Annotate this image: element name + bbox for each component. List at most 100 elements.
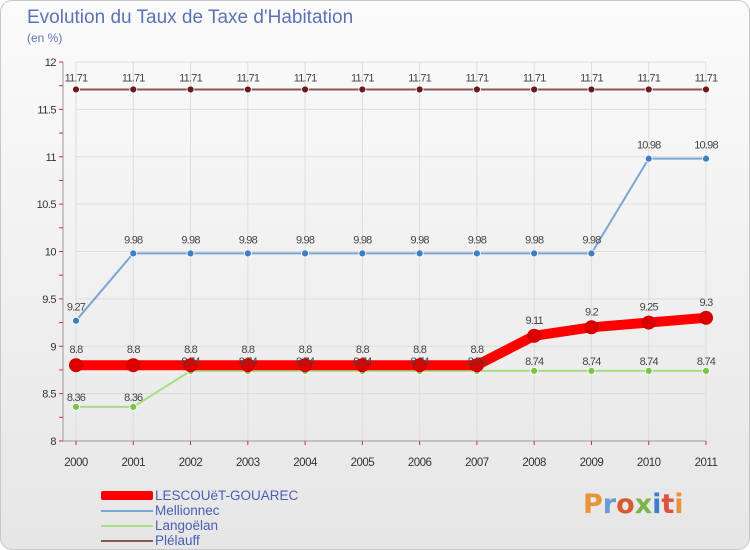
data-label: 11.71	[466, 72, 489, 84]
data-label: 9.98	[468, 234, 487, 246]
series-2	[72, 366, 710, 411]
y-tick-label: 8.5	[42, 389, 56, 401]
x-tick-label: 2004	[293, 457, 318, 469]
x-tick-label: 2002	[179, 457, 203, 469]
data-point	[641, 315, 656, 330]
x-tick-label: 2007	[465, 457, 489, 469]
data-label: 8.8	[127, 344, 141, 356]
data-label: 11.71	[695, 72, 718, 84]
legend-swatch	[101, 539, 153, 542]
data-point	[473, 85, 481, 94]
data-label: 11.71	[637, 72, 660, 84]
data-label: 8.74	[582, 356, 601, 368]
data-label: 9.98	[353, 234, 372, 246]
data-point	[129, 249, 138, 258]
data-point	[129, 85, 138, 94]
data-label: 9.98	[525, 234, 544, 246]
chart-subtitle: (en %)	[27, 31, 63, 45]
brand-letter: x	[634, 489, 653, 520]
data-label: 8.8	[470, 344, 484, 356]
data-label: 8.74	[296, 356, 315, 368]
data-label: 9.3	[700, 297, 714, 309]
data-label: 11.71	[65, 72, 88, 84]
data-label: 8.36	[124, 392, 143, 404]
legend-item: Plélauff	[101, 533, 298, 548]
legend-label: Langoëlan	[155, 518, 219, 533]
series-labels-2: 8.36 8.36 8.74 8.74 8.74 8.74 8.74 8.74 8.74 8.74…	[67, 356, 717, 404]
x-tick-label: 2011	[695, 457, 718, 469]
legend-item: Mellionnec	[101, 503, 298, 518]
y-tick-label: 10.5	[37, 199, 57, 211]
data-label: 9.98	[582, 234, 601, 246]
legend: LESCOUëT-GOUAREC Mellionnec Langoëlan Pl…	[101, 488, 298, 548]
data-point	[183, 358, 198, 373]
data-point	[358, 249, 367, 258]
data-label: 10.98	[694, 140, 718, 152]
data-point	[243, 85, 252, 94]
data-label: 8.8	[413, 344, 427, 356]
data-label: 10.98	[637, 140, 661, 152]
legend-label: Mellionnec	[155, 503, 220, 518]
data-point	[587, 249, 596, 258]
data-point	[527, 328, 542, 343]
data-label: 9.25	[640, 302, 659, 314]
legend-swatch	[101, 509, 153, 512]
legend-label: Plélauff	[155, 533, 200, 548]
y-tick-label: 9	[50, 341, 56, 353]
data-point	[699, 310, 713, 325]
data-label: 8.8	[356, 344, 370, 356]
series-line	[75, 369, 707, 408]
data-label: 8.74	[697, 356, 716, 368]
data-point	[301, 85, 309, 94]
data-point	[644, 154, 653, 163]
data-label: 11.71	[122, 72, 145, 84]
data-label: 9.2	[585, 306, 599, 318]
data-point	[644, 85, 653, 94]
data-label: 11.71	[408, 72, 431, 84]
data-label: 8.74	[640, 356, 659, 368]
brand-letter: i	[674, 489, 684, 520]
data-label: 11.71	[179, 72, 202, 84]
data-point	[412, 358, 427, 373]
data-point	[587, 85, 596, 94]
data-label: 11.71	[580, 72, 603, 84]
brand-letter: P	[583, 489, 603, 520]
brand-logo: Proxiti	[583, 489, 684, 520]
data-point	[415, 85, 424, 94]
legend-label: LESCOUëT-GOUAREC	[155, 488, 299, 503]
data-point	[469, 358, 484, 373]
data-label: 8.74	[181, 356, 200, 368]
y-tick-label: 8	[50, 436, 56, 448]
data-label: 11.71	[351, 72, 374, 84]
data-point	[69, 358, 83, 373]
data-label: 8.8	[184, 344, 198, 356]
data-point	[358, 85, 367, 94]
x-tick-label: 2009	[580, 457, 604, 469]
data-label: 11.71	[294, 72, 317, 84]
y-tick-label: 9.5	[42, 294, 56, 306]
data-label: 8.74	[239, 356, 258, 368]
data-point	[702, 366, 710, 375]
series-3	[72, 85, 710, 94]
data-point	[298, 358, 313, 373]
x-tick-label: 2006	[408, 457, 432, 469]
legend-swatch	[101, 491, 153, 500]
x-tick-label: 2005	[351, 457, 375, 469]
data-point	[587, 366, 596, 375]
data-point	[415, 249, 424, 258]
x-tick-label: 2003	[236, 457, 260, 469]
data-label: 11.71	[523, 72, 546, 84]
data-label: 9.98	[181, 234, 200, 246]
x-tick-label: 2000	[64, 457, 88, 469]
data-point	[473, 249, 481, 258]
data-point	[702, 85, 710, 94]
x-tick-label: 2010	[637, 457, 661, 469]
data-label: 8.74	[353, 356, 372, 368]
data-point	[584, 320, 599, 335]
data-label: 9.27	[67, 302, 86, 314]
legend-item: Langoëlan	[101, 518, 298, 533]
data-point	[355, 358, 370, 373]
brand-letter: t	[661, 489, 675, 520]
